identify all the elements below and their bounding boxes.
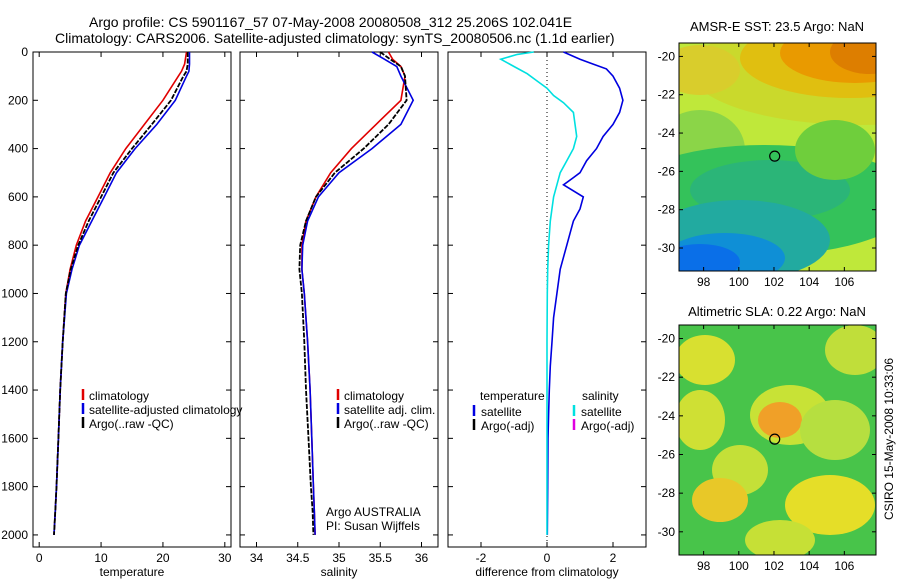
sla-heatmap xyxy=(679,325,876,555)
annotation-text: Argo AUSTRALIA xyxy=(326,505,421,519)
y-tick-label: -22 xyxy=(658,370,676,384)
y-tick-label: 800 xyxy=(8,238,28,252)
legend-entry: climatology xyxy=(344,389,404,403)
x-tick-label: 30 xyxy=(218,551,232,565)
x-tick-label: 106 xyxy=(834,275,854,289)
legend: temperature salinitysatelliteArgo(-adj)sa… xyxy=(472,389,634,433)
series-line xyxy=(301,51,406,535)
y-tick-label: 2000 xyxy=(1,528,28,542)
sst-heatmap xyxy=(679,43,876,271)
x-tick-label: 35.5 xyxy=(369,551,393,565)
legend-entry: Argo(..raw -QC) xyxy=(344,417,429,431)
legend-entry: satellite xyxy=(481,405,522,419)
plot-frame xyxy=(32,51,232,548)
x-tick-label: 102 xyxy=(764,559,784,573)
y-tick-label: -20 xyxy=(658,49,676,63)
y-tick-label: -24 xyxy=(658,126,676,140)
y-tick-label: -26 xyxy=(658,164,676,178)
y-tick-label: 400 xyxy=(8,142,28,156)
legend-entry: Argo(-adj) xyxy=(581,419,634,433)
y-tick-label: -30 xyxy=(658,241,676,255)
series-line xyxy=(498,51,578,535)
x-tick-label: 36 xyxy=(415,551,429,565)
x-tick-label: 34.5 xyxy=(286,551,310,565)
y-tick-label: 1000 xyxy=(1,286,28,300)
x-tick-label: 104 xyxy=(799,275,819,289)
legend-entry: satellite adj. clim. xyxy=(344,403,435,417)
y-tick-label: 0 xyxy=(21,45,28,59)
x-tick-label: 104 xyxy=(799,559,819,573)
series-line xyxy=(53,52,189,535)
x-tick-label: 2 xyxy=(610,551,617,565)
title-line-2: Climatology: CARS2006. Satellite-adjuste… xyxy=(55,30,615,46)
x-tick-label: 98 xyxy=(697,275,711,289)
x-tick-label: 0 xyxy=(36,551,43,565)
sla-map-panel: Altimetric SLA: 0.22 Argo: NaN 98 100 102 1… xyxy=(658,304,877,573)
y-tick-label: 600 xyxy=(8,190,28,204)
series-line xyxy=(546,51,624,535)
plot-frame xyxy=(239,51,439,548)
legend-entry: satellite xyxy=(581,405,622,419)
side-caption: CSIRO 15-May-2008 10:33:06 xyxy=(882,358,896,520)
sst-map-frame xyxy=(678,42,877,272)
sst-map-title: AMSR-E SST: 23.5 Argo: NaN xyxy=(690,19,864,34)
y-tick-label: 1600 xyxy=(1,431,28,445)
x-tick-label: 98 xyxy=(697,559,711,573)
x-tick-label: 100 xyxy=(729,275,749,289)
sla-map-title: Altimetric SLA: 0.22 Argo: NaN xyxy=(688,304,866,319)
series-line xyxy=(301,51,415,535)
legend-entry: climatology xyxy=(89,389,149,403)
x-tick-label: 106 xyxy=(834,559,854,573)
annotation-text: PI: Susan Wijffels xyxy=(326,519,420,533)
y-tick-label: 1800 xyxy=(1,480,28,494)
sla-map-frame xyxy=(678,324,877,556)
y-tick-label: 1400 xyxy=(1,383,28,397)
x-tick-label: 102 xyxy=(764,275,784,289)
y-tick-label: 200 xyxy=(8,93,28,107)
y-tick-label: -24 xyxy=(658,409,676,423)
legend-group-title: temperature xyxy=(480,389,545,403)
y-tick-label: 1200 xyxy=(1,335,28,349)
legend-entry: satellite-adjusted climatology xyxy=(89,403,242,417)
x-tick-label: 34 xyxy=(250,551,264,565)
y-tick-label: -20 xyxy=(658,332,676,346)
temperature-profile-panel: 0 10 20 30 0 200 400 600 800 1000 1200 1400 1600 1800… xyxy=(1,45,242,579)
x-tick-label: 0 xyxy=(544,551,551,565)
series-line xyxy=(53,52,191,535)
argo-location-marker xyxy=(769,150,781,162)
x-tick-label: -2 xyxy=(476,551,487,565)
x-axis-label: difference from climatology xyxy=(475,565,618,579)
legend-entry: Argo(..raw -QC) xyxy=(89,417,174,431)
x-axis-label: temperature xyxy=(100,565,165,579)
sst-map-panel: AMSR-E SST: 23.5 Argo: NaN 98 100 102 104 10… xyxy=(658,19,877,289)
y-tick-label: -30 xyxy=(658,525,676,539)
series-line xyxy=(298,51,408,535)
salinity-profile-panel: 34 34.5 35 35.5 36 salinity climatologysatelli… xyxy=(239,51,439,579)
y-tick-label: -28 xyxy=(658,486,676,500)
title-line-1: Argo profile: CS 5901167_57 07-May-2008 … xyxy=(89,14,572,30)
x-tick-label: 35 xyxy=(332,551,346,565)
legend-entry: Argo(-adj) xyxy=(481,419,534,433)
x-axis-label: salinity xyxy=(321,565,358,579)
legend-group-title: salinity xyxy=(582,389,619,403)
y-tick-label: -22 xyxy=(658,88,676,102)
x-tick-label: 100 xyxy=(729,559,749,573)
y-tick-label: -28 xyxy=(658,203,676,217)
series-line xyxy=(53,51,188,535)
y-tick-label: -26 xyxy=(658,447,676,461)
argo-location-marker xyxy=(769,433,781,445)
x-tick-label: 20 xyxy=(156,551,170,565)
x-tick-label: 10 xyxy=(94,551,108,565)
